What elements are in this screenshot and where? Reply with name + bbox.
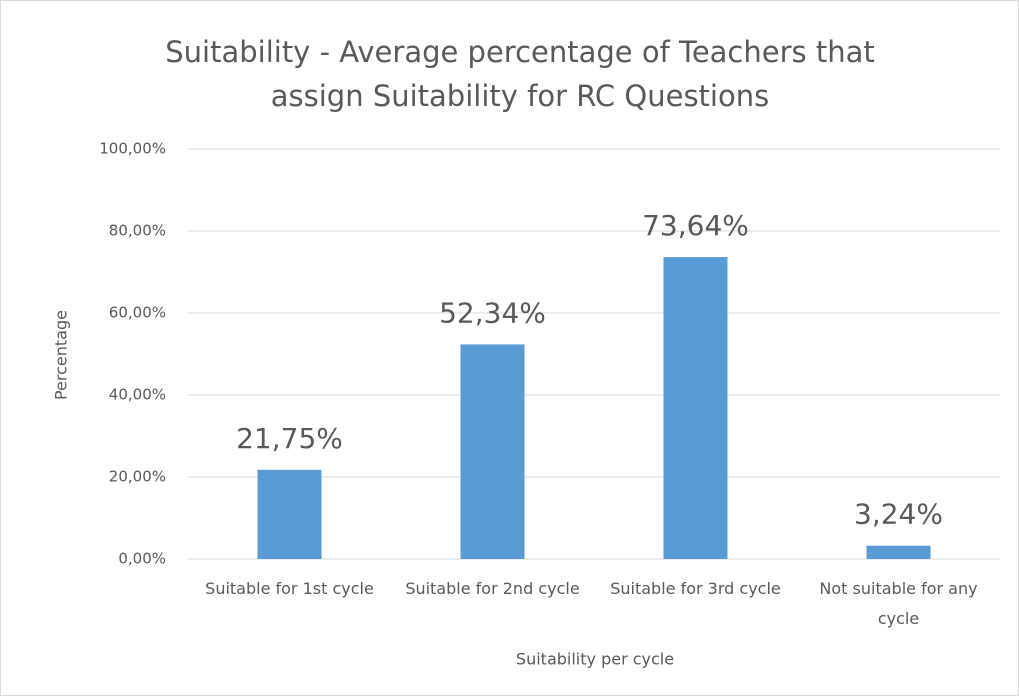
- y-tick-label: 20,00%: [109, 468, 166, 486]
- x-tick-label: Suitable for 2nd cycle: [405, 579, 580, 598]
- x-axis-title: Suitability per cycle: [516, 650, 674, 669]
- bar: [663, 257, 728, 559]
- y-tick-label: 40,00%: [109, 386, 166, 404]
- y-tick-label: 0,00%: [118, 550, 166, 568]
- bar: [257, 469, 322, 559]
- y-tick-label: 100,00%: [99, 140, 166, 158]
- x-tick-label: Not suitable for any cycle: [819, 579, 978, 628]
- data-label: 52,34%: [439, 296, 546, 329]
- y-axis-title: Percentage: [52, 310, 71, 400]
- x-tick-label: Suitable for 3rd cycle: [610, 579, 781, 598]
- y-tick-label: 80,00%: [109, 222, 166, 240]
- data-label: 21,75%: [236, 422, 343, 455]
- bar: [460, 344, 525, 559]
- data-label: 3,24%: [854, 498, 943, 531]
- x-tick-label: Suitable for 1st cycle: [205, 579, 374, 598]
- chart-title: Suitability - Average percentage of Teac…: [165, 35, 875, 113]
- data-label: 73,64%: [642, 209, 749, 242]
- y-tick-label: 60,00%: [109, 304, 166, 322]
- bar: [866, 545, 931, 559]
